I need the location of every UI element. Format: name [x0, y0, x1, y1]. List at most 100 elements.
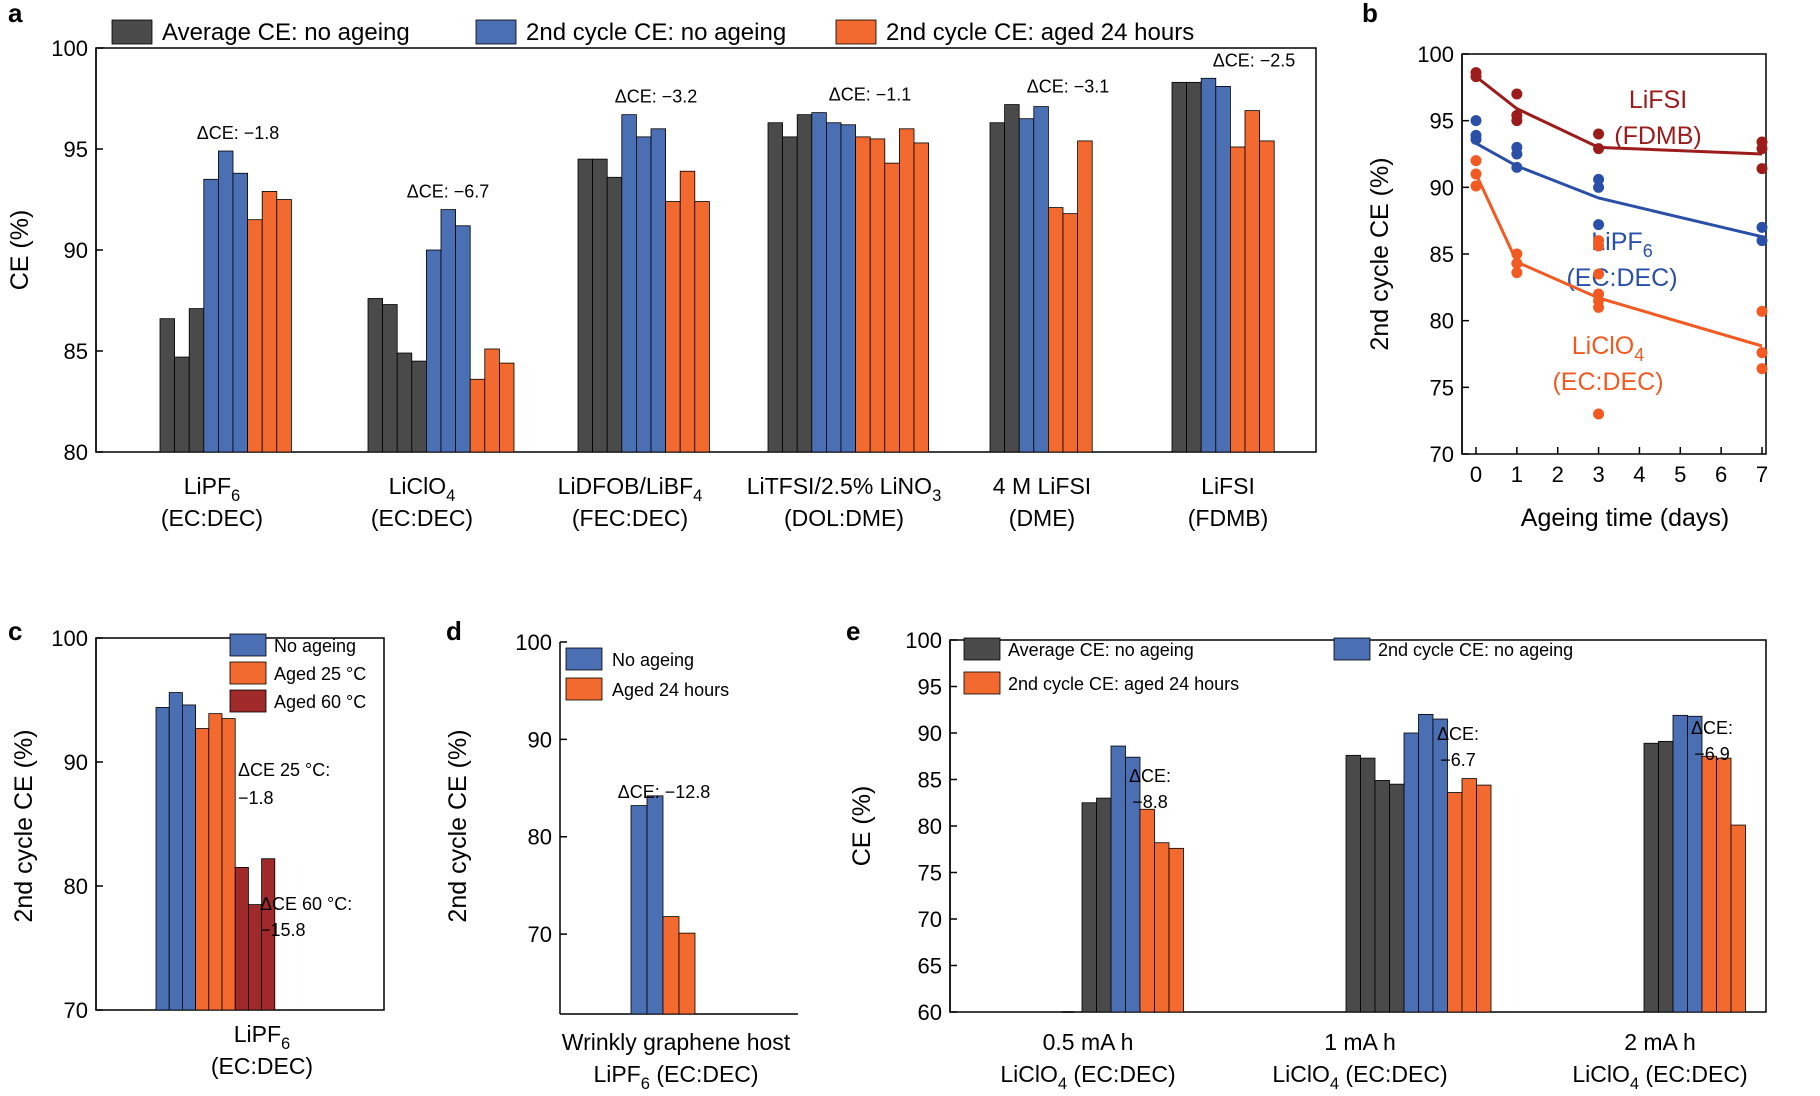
- panel-a-bar: [665, 201, 681, 453]
- panel-b-data-point: [1593, 128, 1605, 140]
- panel-e-y-axis-title: CE (%): [848, 786, 876, 867]
- panel-a-delta-annotation: ΔCE: −2.5: [1213, 50, 1296, 70]
- panel-a-bar: [1077, 140, 1093, 453]
- panel-b-data-point: [1593, 301, 1605, 313]
- panel-a-bar: [811, 112, 827, 453]
- panel-c-bar: [195, 728, 210, 1011]
- panel-a-bar: [188, 308, 205, 453]
- panel-e-bar: [1360, 757, 1376, 1013]
- panel-d-category-sublabel: LiPF6 (EC:DEC): [593, 1061, 758, 1093]
- panel-a-bar: [232, 172, 249, 453]
- panel-a-bar: [694, 201, 710, 453]
- panel-d-y-tick-label: 90: [528, 727, 552, 752]
- panel-a-bar: [261, 191, 278, 453]
- panel-e-category-sublabel: LiClO4 (EC:DEC): [1272, 1061, 1447, 1093]
- panel-b-data-point: [1756, 221, 1768, 233]
- panel-e-annotation: −6.7: [1440, 750, 1476, 770]
- panel-a-bar: [247, 219, 263, 453]
- panel-e-bar: [1110, 745, 1126, 1013]
- panel-b-x-tick-label: 5: [1674, 462, 1686, 487]
- panel-letter-a: a: [8, 0, 23, 28]
- panel-a-bar: [1004, 104, 1020, 453]
- panel-e-annotation: −8.8: [1132, 792, 1168, 812]
- panel-a-bar: [1230, 146, 1246, 453]
- panel-e-y-tick-label: 70: [918, 907, 942, 932]
- panel-a-y-tick-label: 100: [51, 36, 88, 61]
- panel-d-legend-label: No ageing: [612, 650, 694, 670]
- panel-d-bar: [678, 932, 696, 1015]
- panel-c-legend-swatch: [229, 689, 267, 713]
- panel-c-y-axis-title: 2nd cycle CE (%): [10, 729, 38, 922]
- panel-d-legend-swatch: [565, 677, 603, 701]
- panel-e-legend-swatch: [1333, 637, 1371, 661]
- panel-c-bar: [168, 692, 183, 1011]
- panel-b-series-label: LiFSI: [1629, 86, 1687, 114]
- panel-d-y-tick-label: 100: [515, 630, 552, 655]
- panel-e-legend-label: 2nd cycle CE: aged 24 hours: [1008, 674, 1239, 694]
- panel-b-fit-line: [1475, 142, 1763, 239]
- panel-e-category-label: 1 mA h: [1324, 1029, 1396, 1055]
- panel-e-bar: [1418, 714, 1434, 1013]
- panel-a-bar: [469, 378, 486, 453]
- panel-c-legend-swatch: [229, 661, 267, 685]
- panel-e-bar: [1476, 784, 1492, 1013]
- panel-e-category-label: 0.5 mA h: [1043, 1029, 1134, 1055]
- panel-b-data-point: [1756, 363, 1768, 375]
- panel-a-category-sublabel: (DOL:DME): [784, 505, 904, 531]
- panel-a-delta-annotation: ΔCE: −6.7: [407, 182, 490, 202]
- panel-a-y-axis-title: CE (%): [6, 210, 34, 291]
- panel-a-bar: [455, 225, 471, 453]
- panel-a-bar: [913, 142, 930, 453]
- panel-e-bar: [1345, 754, 1361, 1013]
- panel-c-bar: [234, 867, 249, 1011]
- panel-c-bar: [155, 707, 170, 1011]
- panel-a-category-sublabel: (EC:DEC): [371, 505, 473, 531]
- panel-c-bar: [208, 713, 223, 1011]
- panel-b-y-tick-label: 70: [1430, 442, 1454, 467]
- panel-a-legend-label: 2nd cycle CE: aged 24 hours: [886, 19, 1194, 46]
- panel-a-y-tick-label: 85: [64, 339, 88, 364]
- panel-c-bar-chart: c 70 80 90 100 2nd cycle CE (%) No ageing Aged …: [8, 616, 385, 1079]
- panel-b-data-point: [1756, 235, 1768, 247]
- panel-b-series-sublabel: (EC:DEC): [1566, 264, 1677, 292]
- panel-c-legend-label: Aged 25 °C: [274, 664, 366, 684]
- panel-a-delta-annotation: ΔCE: −3.1: [1027, 77, 1110, 97]
- panel-b-data-point: [1511, 267, 1523, 279]
- panel-b-data-point: [1756, 347, 1768, 359]
- panel-a-bar: [884, 162, 900, 453]
- panel-e-legend-swatch: [963, 671, 1001, 695]
- panel-b-data-point: [1593, 268, 1605, 280]
- panel-b-x-tick-label: 2: [1552, 462, 1564, 487]
- panel-c-category-sublabel: (EC:DEC): [211, 1053, 313, 1079]
- panel-a-bar: [826, 122, 842, 453]
- panel-b-scatter-chart: b 70 75 80 85 90 95 100 0 1 2 3 4 5 6 7 Ageing time (day…: [1362, 0, 1768, 532]
- panel-a-legend-label: Average CE: no ageing: [162, 19, 410, 46]
- panel-a-bar: [650, 128, 667, 453]
- panel-letter-b: b: [1362, 0, 1378, 28]
- panel-e-bar: [1403, 732, 1419, 1013]
- panel-b-x-tick-label: 6: [1715, 462, 1727, 487]
- panel-e-bar: [1730, 824, 1746, 1013]
- panel-b-data-point: [1511, 257, 1523, 269]
- panel-b-y-tick-label: 90: [1430, 175, 1454, 200]
- panel-b-series-sublabel: (EC:DEC): [1552, 368, 1663, 396]
- panel-a-bar: [767, 122, 784, 453]
- panel-a-bar: [1048, 207, 1064, 453]
- panel-b-series-sublabel: (FDMB): [1614, 122, 1701, 150]
- panel-e-bar: [1447, 792, 1463, 1013]
- panel-d-legend-label: Aged 24 hours: [612, 680, 729, 700]
- panel-e-bar: [1643, 742, 1659, 1013]
- panel-a-bar: [840, 124, 857, 453]
- panel-c-legend-label: Aged 60 °C: [274, 692, 366, 712]
- panel-a-bar: [1186, 81, 1202, 453]
- panel-e-bar: [1389, 783, 1405, 1013]
- panel-c-y-tick-label: 70: [64, 998, 88, 1023]
- panel-c-annotation: ΔCE 25 °C:: [238, 760, 330, 780]
- panel-a-bar: [636, 136, 652, 453]
- panel-a-bar: [411, 360, 427, 453]
- panel-a-y-tick-label: 90: [64, 238, 88, 263]
- panel-b-data-point: [1593, 408, 1605, 420]
- panel-a-delta-annotation: ΔCE: −1.1: [829, 85, 912, 105]
- panel-a-bar: [899, 128, 915, 453]
- panel-a-bar: [217, 150, 234, 453]
